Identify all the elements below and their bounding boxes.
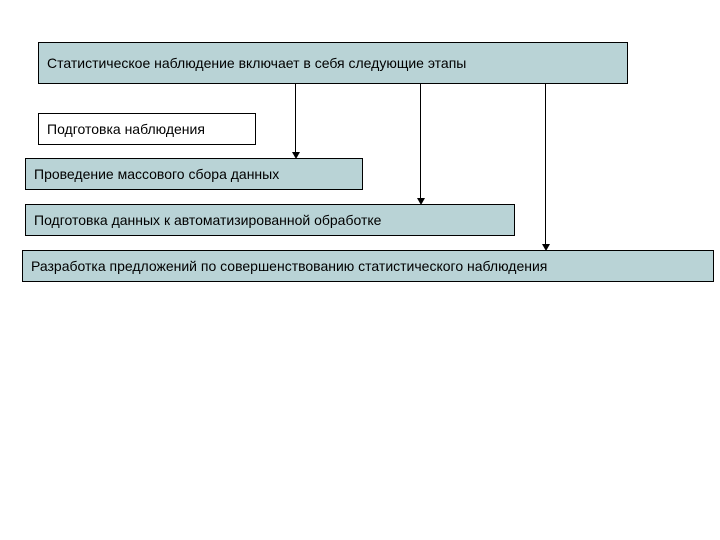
arrow-head-0	[292, 152, 300, 159]
step-box-1: Проведение массового сбора данных	[25, 158, 363, 190]
step-text-2: Подготовка данных к автоматизированной о…	[34, 212, 381, 228]
diagram-stage: Статистическое наблюдение включает в себ…	[0, 0, 720, 540]
step-box-3: Разработка предложений по совершенствова…	[22, 250, 714, 282]
step-text-3: Разработка предложений по совершенствова…	[31, 258, 547, 274]
arrow-line-2	[545, 84, 546, 245]
arrow-head-2	[542, 244, 550, 251]
header-text: Статистическое наблюдение включает в себ…	[47, 55, 466, 71]
arrow-line-1	[420, 84, 421, 199]
step-box-2: Подготовка данных к автоматизированной о…	[25, 204, 515, 236]
step-text-1: Проведение массового сбора данных	[34, 166, 279, 182]
step-box-0: Подготовка наблюдения	[38, 113, 256, 145]
step-text-0: Подготовка наблюдения	[47, 121, 205, 137]
arrow-line-0	[295, 84, 296, 153]
header-box: Статистическое наблюдение включает в себ…	[38, 42, 628, 84]
arrow-head-1	[417, 198, 425, 205]
